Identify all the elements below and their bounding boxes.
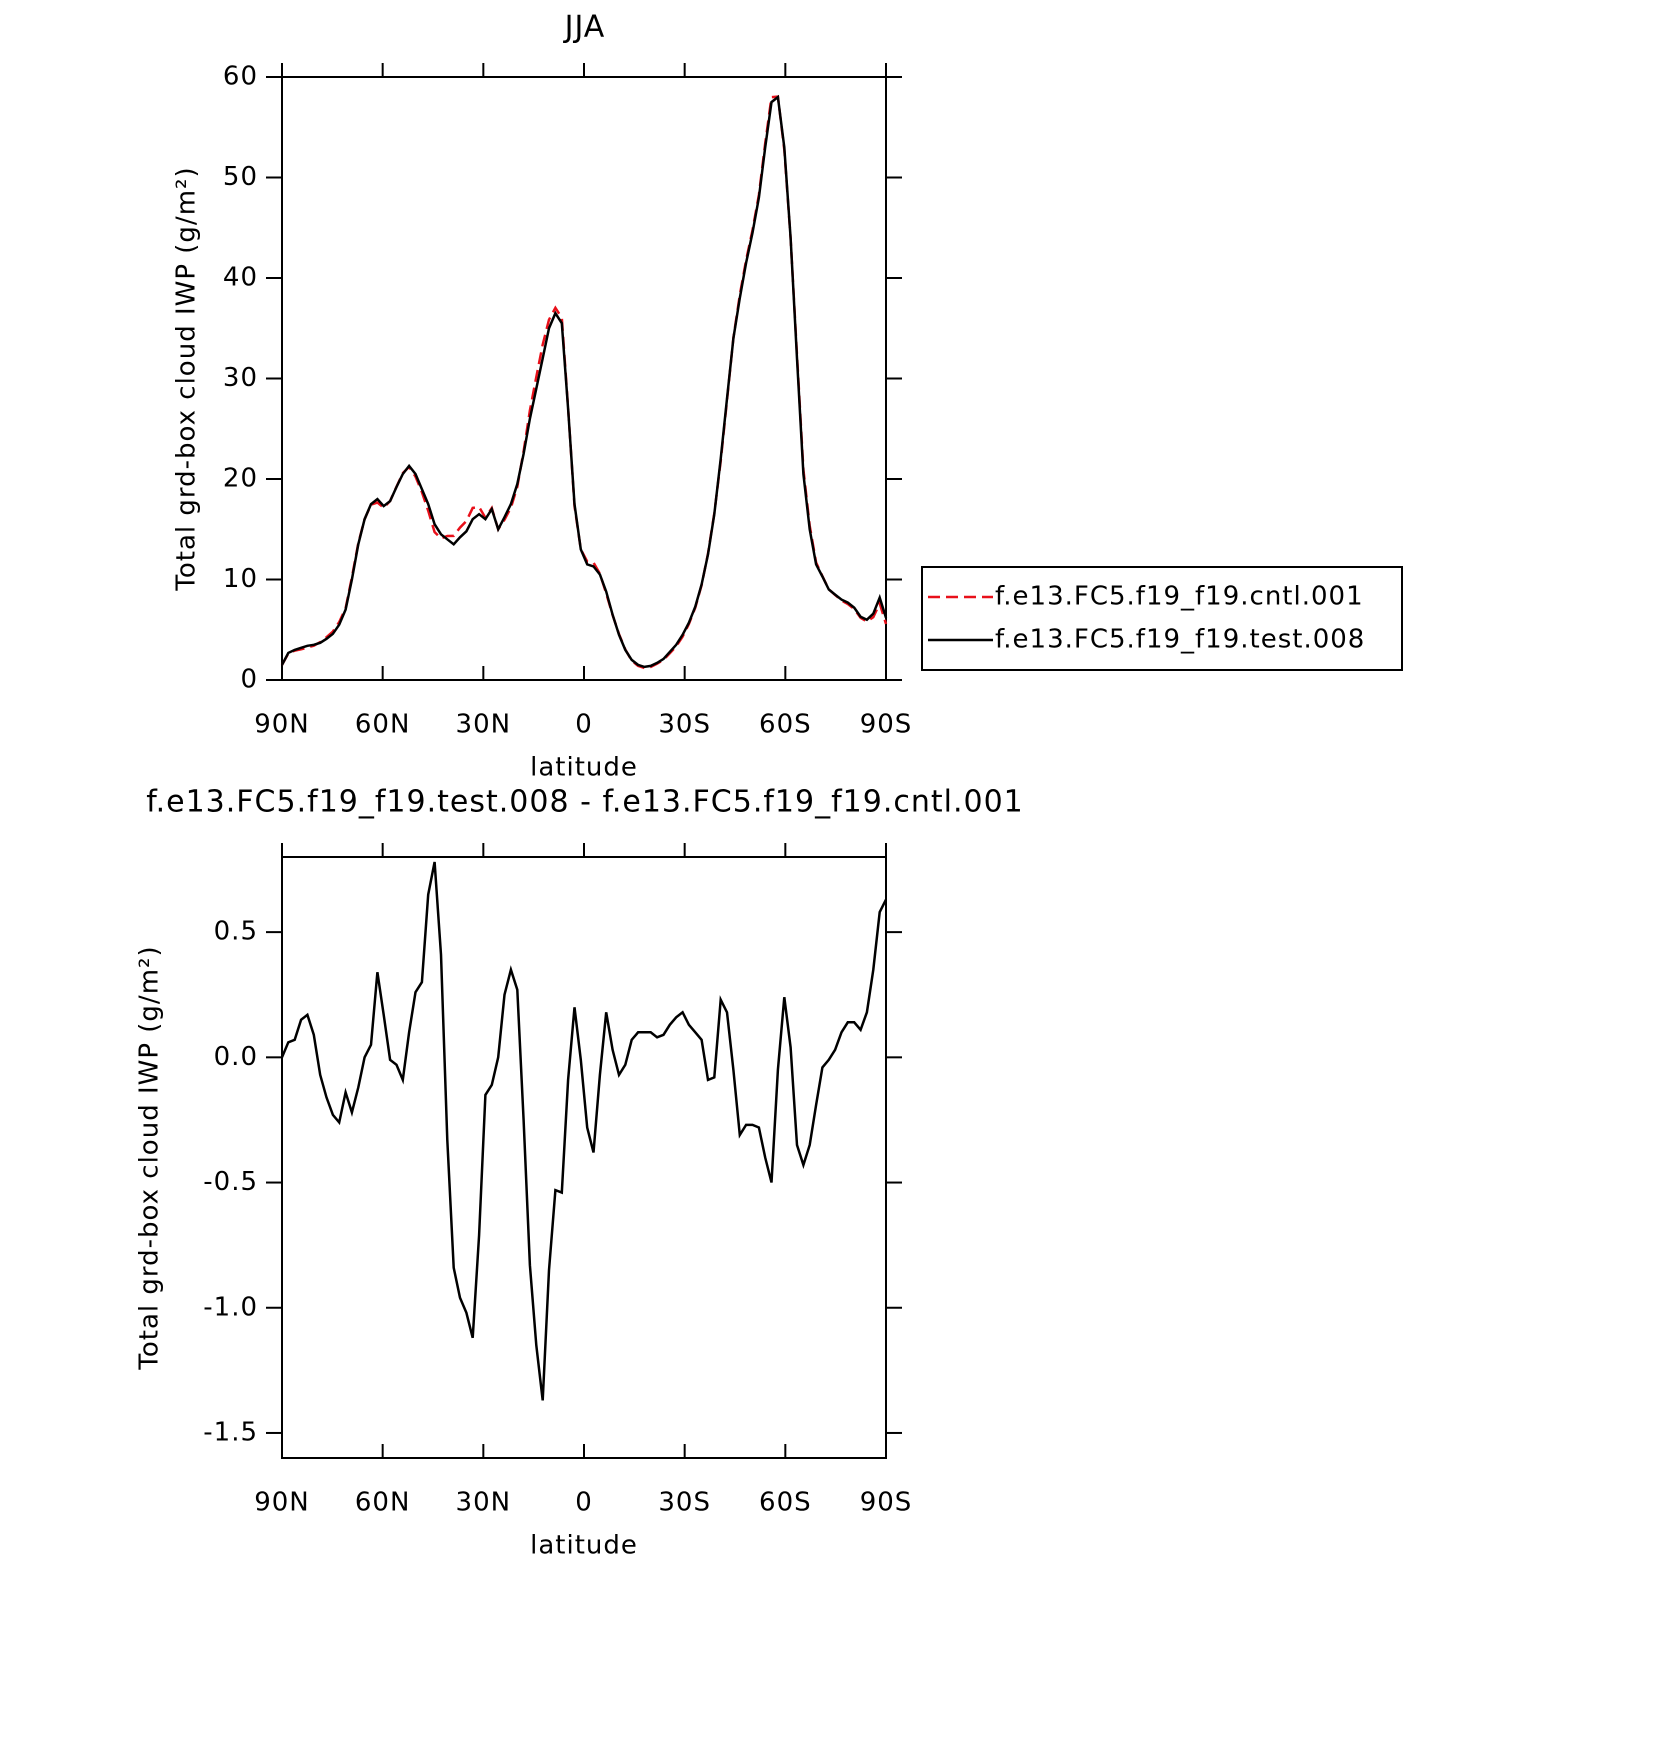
y-tick-label: 0 [240, 665, 258, 695]
x-tick-label: 60S [759, 710, 812, 740]
y-tick-label: -1.5 [203, 1417, 258, 1447]
x-tick-label: 0 [575, 710, 593, 740]
legend-label: f.e13.FC5.f19_f19.cntl.001 [995, 582, 1364, 612]
legend-label: f.e13.FC5.f19_f19.test.008 [995, 625, 1365, 655]
x-tick-label: 90S [860, 1488, 913, 1518]
x-tick-label: 90N [254, 1488, 310, 1518]
data-line [280, 95, 888, 670]
x-tick-label: 60N [355, 710, 411, 740]
data-line [280, 94, 888, 669]
x-tick-label: 30S [658, 1488, 711, 1518]
y-axis-label: Total grd-box cloud IWP (g/m²) [172, 166, 202, 591]
y-axis-label: Total grd-box cloud IWP (g/m²) [135, 945, 165, 1370]
x-tick-label: 60N [355, 1488, 411, 1518]
x-tick-label: 0 [575, 1488, 593, 1518]
x-axis-label: latitude [530, 1531, 638, 1561]
y-tick-label: 10 [223, 564, 258, 594]
legend-box [921, 566, 1403, 671]
y-tick-label: 0.5 [214, 917, 258, 947]
x-tick-label: 90S [860, 710, 913, 740]
plot-frame [281, 856, 887, 1459]
y-tick-label: -0.5 [203, 1167, 258, 1197]
chart-title: JJA [563, 10, 606, 45]
y-tick-label: 60 [223, 62, 258, 92]
x-tick-label: 30N [456, 710, 512, 740]
y-tick-label: 40 [223, 263, 258, 293]
data-line [280, 861, 888, 1401]
y-tick-label: 50 [223, 162, 258, 192]
y-tick-label: -1.0 [203, 1292, 258, 1322]
x-tick-label: 30N [456, 1488, 512, 1518]
y-tick-label: 30 [223, 363, 258, 393]
x-tick-label: 30S [658, 710, 711, 740]
y-tick-label: 0.0 [214, 1042, 258, 1072]
y-tick-label: 20 [223, 464, 258, 494]
x-tick-label: 60S [759, 1488, 812, 1518]
plot-frame [281, 76, 887, 681]
x-tick-label: 90N [254, 710, 310, 740]
chart-title: f.e13.FC5.f19_f19.test.008 - f.e13.FC5.f… [146, 785, 1024, 820]
x-axis-label: latitude [530, 753, 638, 783]
